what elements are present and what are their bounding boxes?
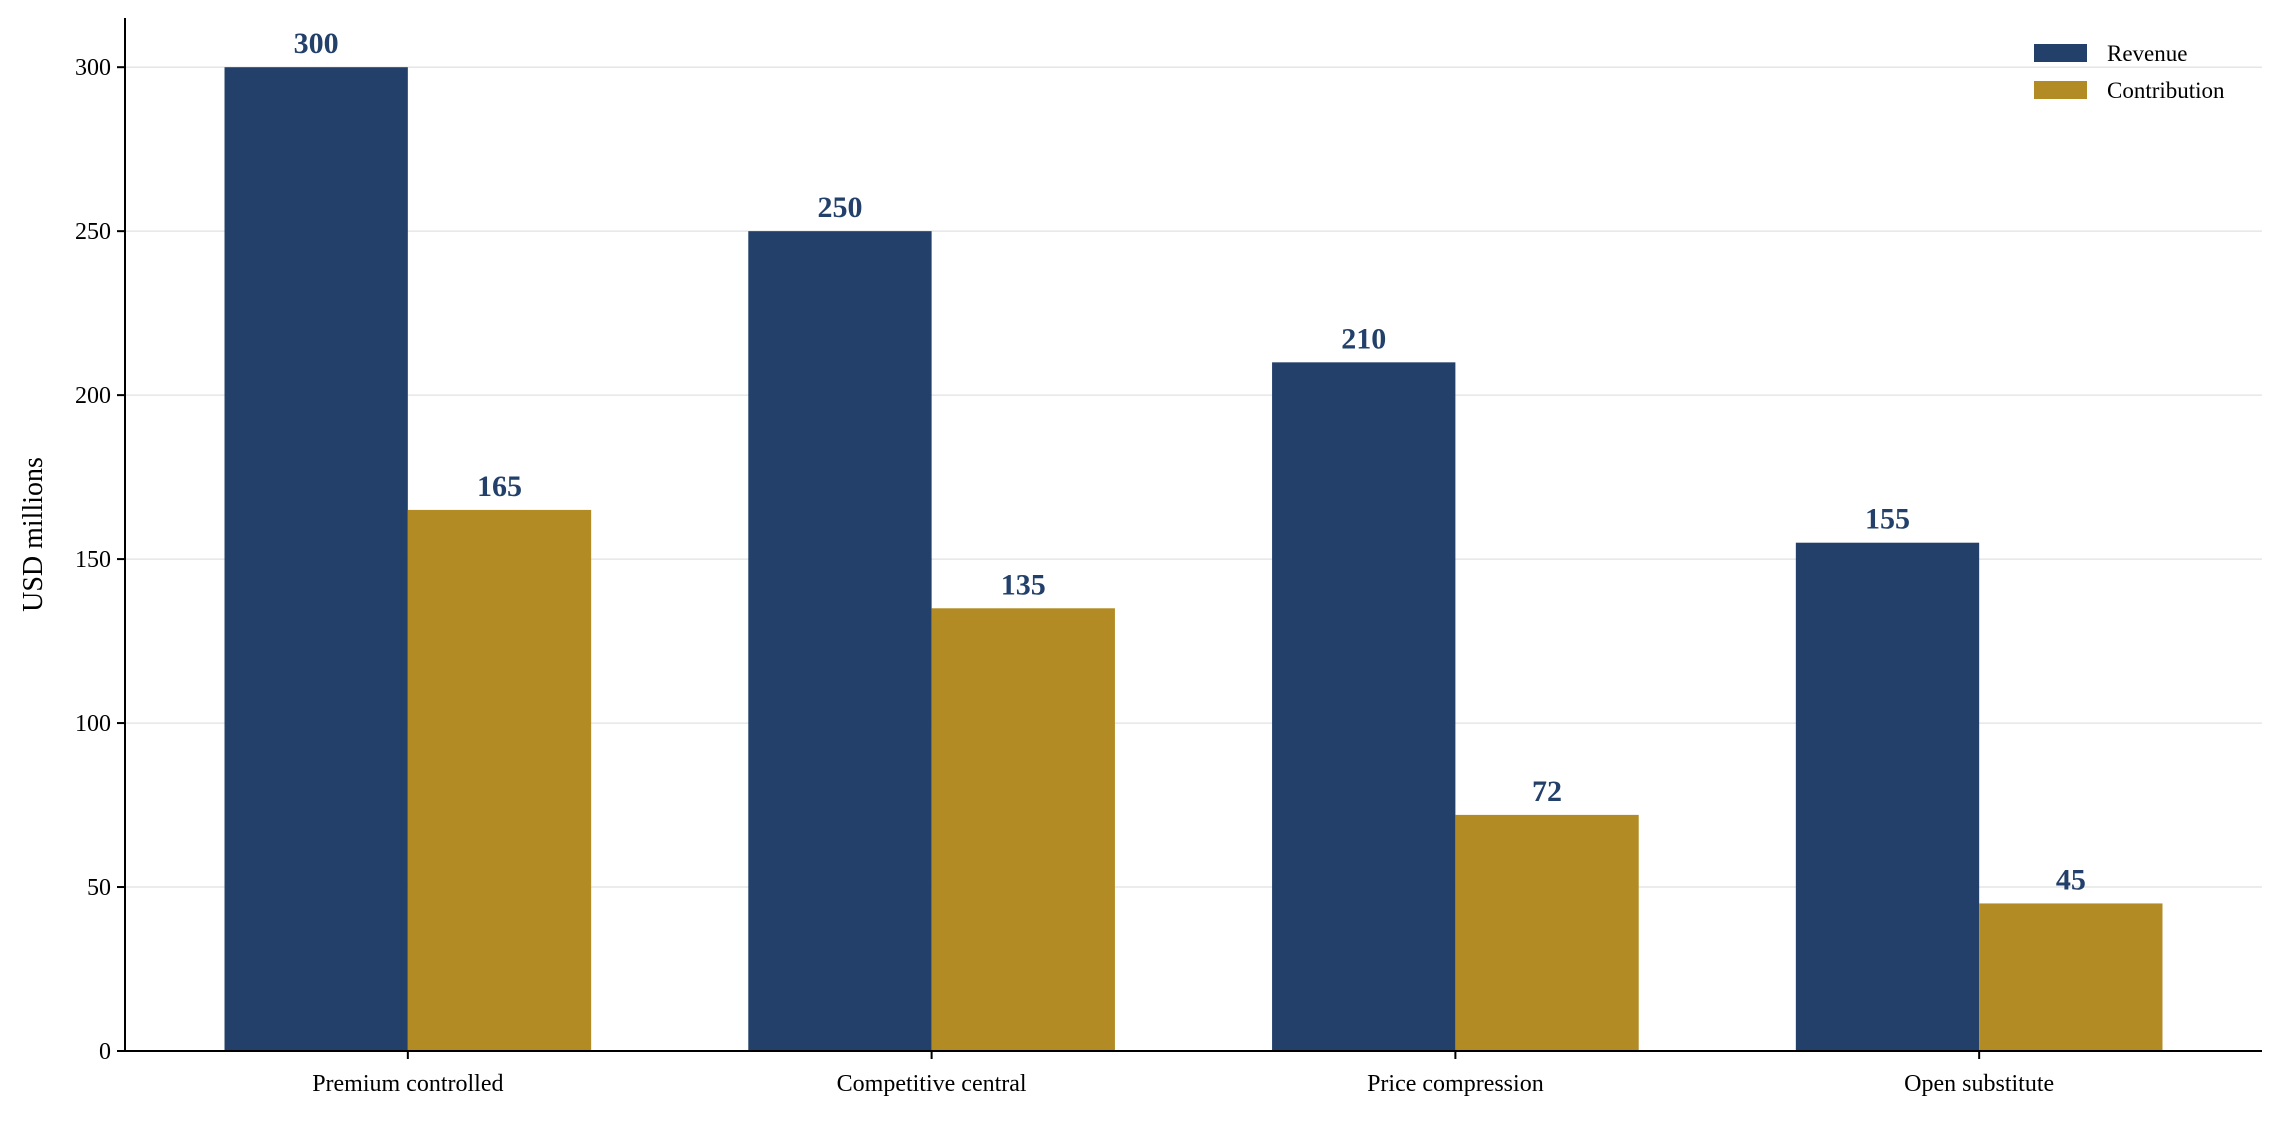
y-tick-label-200: 200 xyxy=(75,383,111,409)
bars xyxy=(224,67,2163,1051)
bar-revenue-open-substitute xyxy=(1795,542,1980,1051)
bar-contribution-open-substitute xyxy=(1979,903,2163,1051)
x-tick-label-open-substitute: Open substitute xyxy=(1904,1071,2054,1097)
y-tick-label-0: 0 xyxy=(99,1039,111,1065)
bar-revenue-premium-controlled xyxy=(224,67,408,1051)
y-tick-label-250: 250 xyxy=(75,219,111,245)
legend-label-contribution: Contribution xyxy=(2107,78,2225,103)
bar-revenue-competitive-central xyxy=(748,231,932,1051)
legend-swatch-contribution xyxy=(2034,81,2087,99)
tick-labels: 0 50 100 150 200 250 300 Premium controlled Comp… xyxy=(75,55,2054,1097)
data-label-revenue-competitive-central: 250 xyxy=(817,191,862,224)
data-label-revenue-open-substitute: 155 xyxy=(1865,503,1910,536)
data-label-contribution-premium-controlled: 165 xyxy=(477,470,522,503)
x-tick-label-competitive-central: Competitive central xyxy=(837,1071,1027,1097)
y-tick-label-150: 150 xyxy=(75,547,111,573)
data-labels: 300 165 250 135 210 72 155 45 xyxy=(294,27,2086,896)
y-tick-label-100: 100 xyxy=(75,711,111,737)
y-axis-title: USD millions xyxy=(18,457,49,612)
legend-swatch-revenue xyxy=(2034,44,2087,62)
legend: Revenue Contribution xyxy=(2034,41,2225,103)
bar-contribution-competitive-central xyxy=(931,608,1115,1051)
data-label-contribution-competitive-central: 135 xyxy=(1001,568,1046,601)
x-tick-label-premium-controlled: Premium controlled xyxy=(312,1071,503,1097)
bar-revenue-price-compression xyxy=(1272,362,1456,1051)
y-tick-label-300: 300 xyxy=(75,55,111,81)
axes xyxy=(117,18,2262,1059)
data-label-contribution-price-compression: 72 xyxy=(1532,775,1562,808)
bar-contribution-premium-controlled xyxy=(407,509,592,1051)
data-label-revenue-price-compression: 210 xyxy=(1341,322,1386,355)
x-tick-label-price-compression: Price compression xyxy=(1367,1071,1544,1097)
bar-contribution-price-compression xyxy=(1455,814,1639,1051)
legend-label-revenue: Revenue xyxy=(2107,41,2187,66)
y-tick-label-50: 50 xyxy=(87,875,111,901)
data-label-contribution-open-substitute: 45 xyxy=(2056,863,2086,896)
data-label-revenue-premium-controlled: 300 xyxy=(294,27,339,60)
